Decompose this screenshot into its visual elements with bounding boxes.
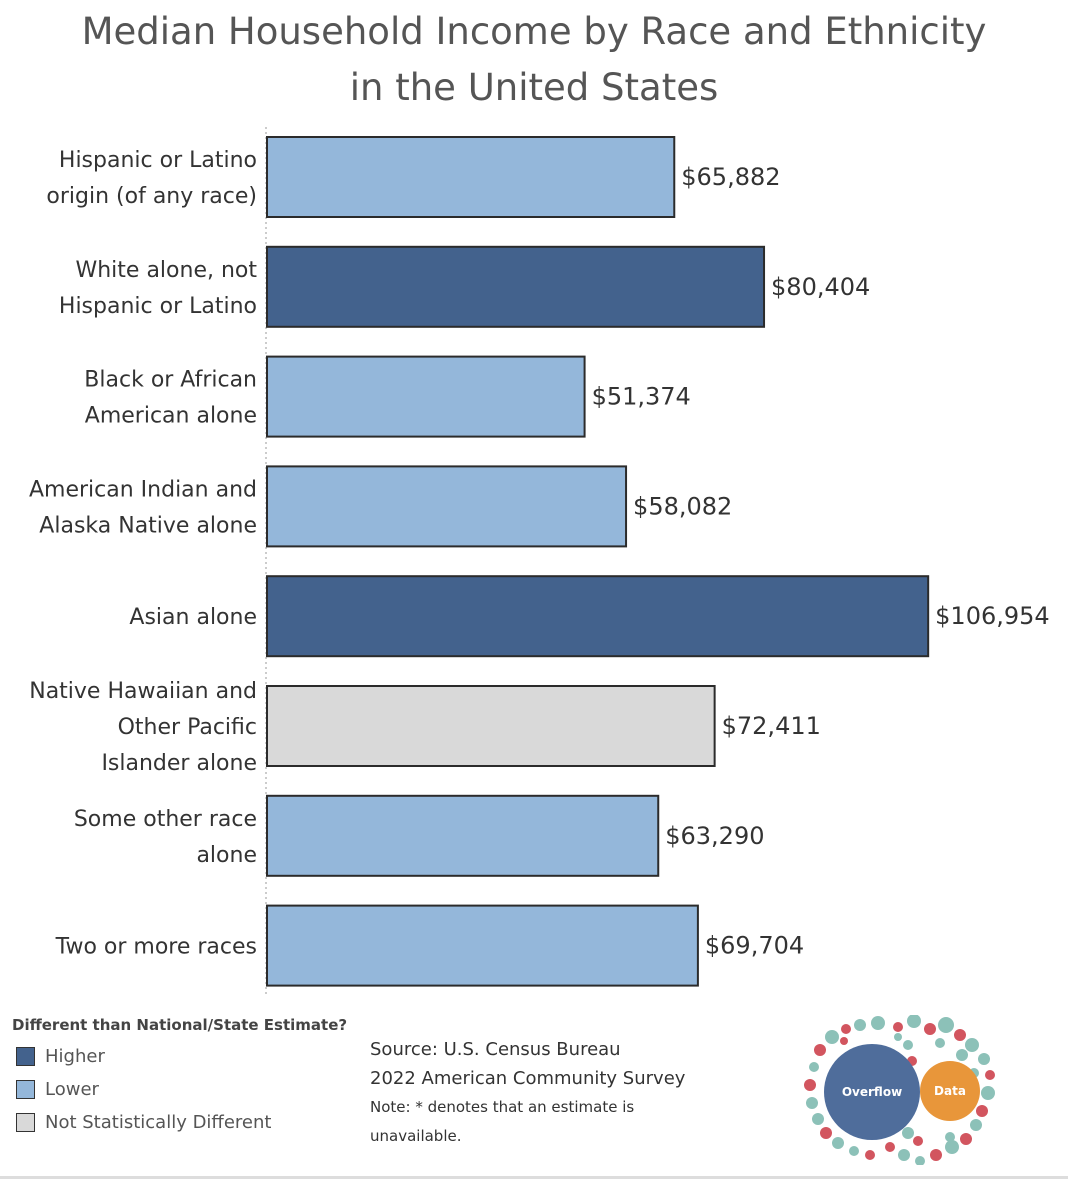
bar-5 (266, 575, 930, 658)
category-label-4-line-1: American Indian and (29, 477, 257, 502)
bar-2 (266, 245, 766, 328)
bar-8 (266, 904, 699, 987)
value-label-2: $80,404 (771, 273, 870, 301)
bar-1 (266, 136, 676, 218)
logo-bubble-17 (960, 1133, 972, 1145)
logo-bubble-13 (985, 1070, 995, 1080)
chart-title: Median Household Income by Race and Ethn… (0, 4, 1068, 116)
logo-bubble-18 (945, 1140, 959, 1154)
logo-bubble-14 (981, 1086, 995, 1100)
category-label-6-line-2: Other Pacific (118, 715, 257, 740)
logo-circle-data (920, 1061, 980, 1121)
category-label-1-line-2: origin (of any race) (46, 184, 257, 209)
bar-6 (266, 685, 716, 767)
logo-bubble-16 (970, 1119, 982, 1131)
legend-swatch-not-different (16, 1113, 35, 1132)
survey-line: 2022 American Community Survey (370, 1068, 686, 1089)
logo-bubble-3 (841, 1024, 851, 1034)
value-label-3: $51,374 (592, 383, 691, 411)
logo-bubble-20 (915, 1156, 925, 1165)
category-label-1-line-1: Hispanic or Latino (59, 148, 257, 173)
logo-bubble-28 (832, 1137, 844, 1149)
value-label-7: $63,290 (665, 822, 764, 850)
bar-chart: $65,882 Hispanic or Latino origin (of any … (29, 127, 1050, 995)
legend-label-lower: Lower (45, 1079, 99, 1100)
legend-swatch-higher (16, 1047, 35, 1066)
logo-bubble-5 (871, 1016, 885, 1030)
category-label-2-line-1: White alone, not (75, 258, 257, 283)
logo-circle-overflow (824, 1044, 920, 1140)
legend-label-not-different: Not Statistically Different (45, 1112, 272, 1133)
legend-title: Different than National/State Estimate? (12, 1016, 348, 1034)
legend: Different than National/State Estimate? … (12, 1016, 347, 1139)
logo-bubble-4 (854, 1019, 866, 1031)
category-label-4-line-2: Alaska Native alone (39, 513, 257, 538)
category-label-8-line-1: Two or more races (55, 935, 257, 960)
logo-bubble-33 (902, 1127, 914, 1139)
category-label-6-line-1: Native Hawaiian and (29, 679, 257, 704)
source-line: Source: U.S. Census Bureau (370, 1039, 621, 1060)
value-label-5: $106,954 (935, 602, 1050, 630)
bar-4 (266, 465, 628, 548)
logo-bubble-25 (806, 1097, 818, 1109)
overflow-data-logo: Overflow Data (804, 1015, 995, 1165)
logo-bubble-9 (938, 1017, 954, 1033)
logo-bubble-38 (935, 1038, 945, 1048)
value-label-1: $65,882 (681, 163, 780, 191)
chart-title-line-1: Median Household Income by Race and Ethn… (81, 10, 987, 53)
legend-swatch-lower (16, 1080, 35, 1099)
category-label-6-line-3: Islander alone (101, 751, 257, 776)
legend-item-higher: Higher (12, 1040, 347, 1073)
category-label-7-line-1: Some other race (74, 807, 257, 832)
logo-bubble-1 (814, 1044, 826, 1056)
logo-text-data: Data (934, 1084, 966, 1098)
category-label-5-line-1: Asian alone (129, 605, 257, 630)
logo-bubble-31 (903, 1040, 913, 1050)
logo-bubble-15 (976, 1105, 988, 1117)
logo-text-overflow: Overflow (842, 1085, 902, 1099)
bottom-divider (0, 1176, 1068, 1179)
logo-bubble-11 (965, 1038, 979, 1052)
note-line: Note: * denotes that an estimate is (370, 1098, 635, 1116)
logo-bubble-23 (809, 1062, 819, 1072)
bar-7 (266, 794, 660, 877)
logo-bubble-6 (893, 1022, 903, 1032)
source-note: Source: U.S. Census Bureau 2022 American… (370, 1035, 700, 1151)
note-line-continued: unavailable. (370, 1127, 462, 1145)
legend-item-not-different: Not Statistically Different (12, 1106, 347, 1139)
logo-bubble-8 (924, 1023, 936, 1035)
legend-item-lower: Lower (12, 1073, 347, 1106)
logo-bubble-27 (820, 1127, 832, 1139)
chart-title-line-2: in the United States (349, 66, 719, 109)
bar-3 (266, 355, 586, 438)
logo-bubble-34 (913, 1136, 923, 1146)
logo-bubble-26 (812, 1113, 824, 1125)
value-label-8: $69,704 (705, 932, 804, 960)
value-label-6: $72,411 (722, 712, 821, 740)
logo-bubble-36 (894, 1033, 902, 1041)
logo-bubble-21 (898, 1149, 910, 1161)
category-label-7-line-2: alone (196, 843, 257, 868)
logo-bubble-24 (804, 1079, 816, 1091)
logo-bubble-35 (956, 1049, 968, 1061)
category-label-3-line-1: Black or African (84, 368, 257, 393)
logo-bubble-12 (978, 1053, 990, 1065)
logo-bubble-7 (907, 1015, 921, 1028)
category-label-3-line-2: American alone (85, 404, 257, 429)
logo-bubble-37 (840, 1037, 848, 1045)
legend-label-higher: Higher (45, 1046, 105, 1067)
category-label-2-line-2: Hispanic or Latino (59, 294, 257, 319)
logo-bubble-2 (825, 1030, 839, 1044)
logo-bubble-29 (849, 1146, 859, 1156)
logo-bubble-30 (865, 1150, 875, 1160)
logo-bubble-22 (885, 1142, 895, 1152)
logo-bubble-19 (930, 1149, 942, 1161)
value-label-4: $58,082 (633, 492, 732, 520)
logo-bubble-10 (954, 1029, 966, 1041)
logo-bubble-40 (945, 1132, 955, 1142)
